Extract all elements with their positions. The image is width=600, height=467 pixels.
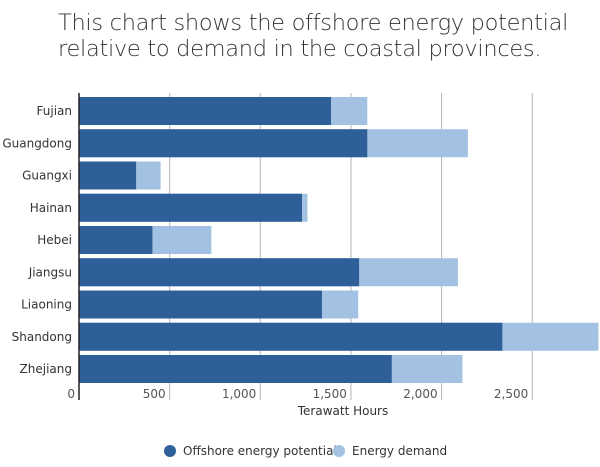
- legend-label-potential: Offshore energy potential: [183, 444, 337, 458]
- legend-label-demand: Energy demand: [352, 444, 447, 458]
- category-label: Hebei: [37, 233, 72, 247]
- bar-offshore-potential: [79, 97, 332, 125]
- bar-offshore-potential: [79, 290, 322, 319]
- category-label: Jiangsu: [28, 265, 72, 279]
- legend-swatch-potential: [164, 445, 176, 457]
- chart-title: This chart shows the offshore energy pot…: [58, 10, 569, 62]
- x-tick-label: 500: [143, 387, 166, 401]
- x-axis-title: Terawatt Hours: [297, 404, 389, 418]
- bar-offshore-potential: [79, 355, 392, 383]
- bar-offshore-potential: [79, 226, 153, 254]
- category-label: Liaoning: [21, 298, 72, 312]
- bars: [79, 97, 599, 383]
- category-label: Guangxi: [22, 169, 72, 183]
- x-tick-label: 2,000: [403, 387, 437, 401]
- x-tick-label: 1,500: [313, 387, 347, 401]
- x-tick-label: 1,000: [222, 387, 256, 401]
- category-label: Zhejiang: [20, 362, 72, 376]
- category-label: Shandong: [12, 330, 72, 344]
- category-label: Guangdong: [2, 136, 72, 150]
- bar-offshore-potential: [79, 322, 503, 351]
- category-labels: Fujian Guangdong Guangxi Hainan Hebei Jiangsu…: [2, 104, 72, 376]
- bar-offshore-potential: [79, 193, 302, 222]
- legend: Offshore energy potential Energy demand: [164, 444, 447, 458]
- bar-offshore-potential: [79, 129, 368, 158]
- legend-swatch-demand: [333, 445, 345, 457]
- x-tick-label: 2,500: [494, 387, 528, 401]
- category-label: Hainan: [30, 201, 72, 215]
- bar-offshore-potential: [79, 161, 137, 190]
- category-label: Fujian: [37, 104, 72, 118]
- x-tick-labels: 0 500 1,000 1,500 2,000 2,500: [67, 387, 528, 401]
- x-tick-label: 0: [67, 387, 75, 401]
- bar-offshore-potential: [79, 258, 360, 287]
